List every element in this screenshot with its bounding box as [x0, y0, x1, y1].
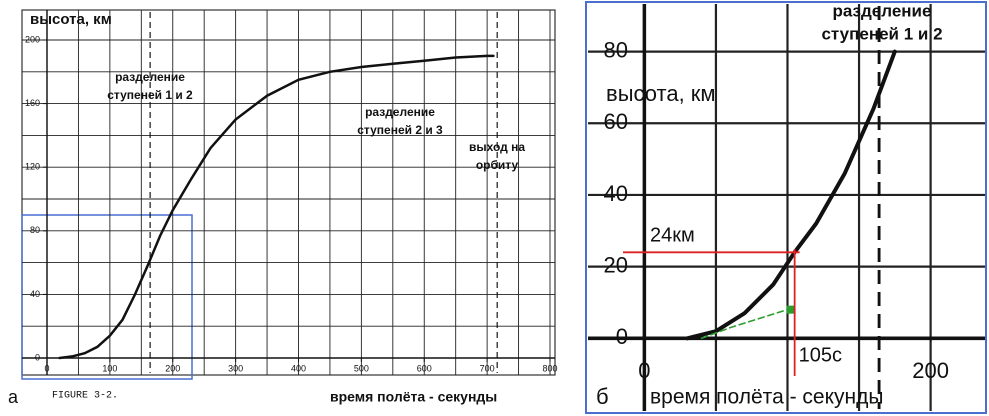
y-axis-label: высота, км	[606, 81, 716, 106]
x-tick-label: 500	[354, 363, 369, 373]
x-tick-label: 400	[291, 363, 306, 373]
x-tick-label: 800	[542, 363, 557, 373]
y-tick-label: 80	[30, 225, 40, 235]
y-tick-label: 0	[616, 324, 628, 349]
x-tick-label: 100	[102, 363, 117, 373]
x-tick-label: 700	[480, 363, 495, 373]
series-end	[786, 305, 796, 314]
y-axis-label: высота, км	[30, 11, 112, 28]
series-line	[58, 54, 495, 360]
marker-label: выход на	[469, 140, 525, 154]
right-frame	[585, 1, 987, 414]
x-tick-label: 200	[912, 358, 949, 383]
y-tick-label: 160	[25, 98, 40, 108]
x-axis-label: время полёта - секунды	[650, 386, 883, 409]
x-tick-label: 200	[165, 363, 180, 373]
x-tick-label: 0	[44, 363, 49, 373]
y-tick-label: 40	[604, 181, 628, 206]
guide-label: 105с	[799, 345, 842, 367]
zoom-box	[21, 214, 193, 380]
series-line	[700, 308, 789, 340]
marker-label: ступеней 1 и 2	[107, 88, 193, 102]
y-tick-label: 80	[604, 37, 628, 62]
x-tick-label: 600	[417, 363, 432, 373]
marker-label: орбиту	[476, 158, 519, 172]
marker-label: разделение	[115, 70, 185, 84]
left-frame	[21, 9, 556, 376]
y-tick-label: 20	[604, 252, 628, 277]
x-tick-label: 300	[228, 363, 243, 373]
panel-label: б	[596, 384, 609, 409]
guide-label: 24км	[650, 225, 695, 247]
x-axis-label: время полёта - секунды	[330, 389, 497, 405]
panel-label: а	[8, 387, 19, 407]
note: ступеней 2 и 3	[357, 123, 443, 137]
y-tick-label: 120	[25, 162, 40, 172]
x-tick-label: 0	[638, 358, 650, 383]
note: разделение	[365, 105, 435, 119]
y-tick-label: 0	[35, 352, 40, 362]
marker-label: разделение	[833, 1, 932, 20]
y-tick-label: 200	[25, 34, 40, 44]
marker-label: ступеней 1 и 2	[821, 24, 942, 43]
caption: FIGURE 3-2.	[52, 391, 118, 402]
y-tick-label: 60	[604, 109, 628, 134]
y-tick-label: 40	[30, 289, 40, 299]
